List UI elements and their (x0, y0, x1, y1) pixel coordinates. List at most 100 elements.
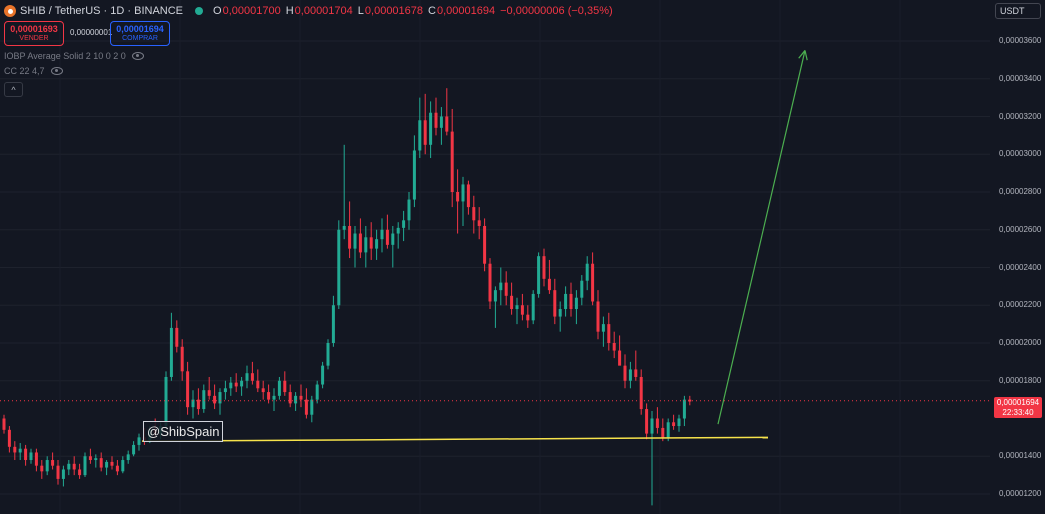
projection-arrow[interactable] (717, 50, 806, 425)
candle (310, 395, 314, 423)
candle (623, 354, 627, 389)
currency-selector[interactable]: USDT (995, 3, 1041, 19)
candle-body (607, 324, 611, 343)
candle (229, 376, 233, 396)
eye-icon[interactable] (50, 67, 63, 75)
candle (261, 380, 265, 400)
candle (396, 222, 400, 249)
candle (412, 135, 416, 208)
candle (121, 456, 125, 474)
candle (115, 460, 119, 476)
symbol-title[interactable]: SHIB / TetherUS · 1D · BINANCE (20, 5, 184, 17)
candle (283, 371, 287, 396)
candle-body (510, 295, 514, 310)
candle (488, 258, 492, 310)
candle-body (655, 418, 659, 428)
indicator-iobp-label: IOBP Average Solid 2 10 0 2 0 (4, 51, 126, 61)
y-tick-label: 0,00002000 (999, 338, 1042, 347)
chart-legend: SHIB / TetherUS · 1D · BINANCE O 0,00001… (4, 4, 618, 18)
candle-body (326, 343, 330, 366)
candle-body (51, 460, 55, 466)
candle-body (186, 371, 190, 408)
candle-body (666, 422, 670, 438)
arrow-head (804, 50, 808, 61)
candle-body (7, 429, 11, 447)
candle (645, 403, 649, 440)
indicator-cc[interactable]: CC 22 4,7 (4, 66, 63, 76)
indicator-iobp[interactable]: IOBP Average Solid 2 10 0 2 0 (4, 51, 144, 61)
candle (445, 88, 449, 136)
candle-body (542, 256, 546, 279)
y-tick-label: 0,00002400 (999, 262, 1042, 272)
candle (348, 201, 352, 259)
candle-body (169, 327, 173, 377)
candle (628, 361, 632, 389)
candle (456, 169, 460, 234)
candle-body (13, 446, 17, 453)
candle (240, 376, 244, 396)
candle-body (558, 309, 562, 317)
candle (223, 380, 227, 400)
candle (67, 460, 71, 476)
candle (126, 450, 130, 464)
close-label: C (428, 5, 436, 17)
candle-body (294, 395, 298, 404)
candle (299, 384, 303, 408)
candle (574, 290, 578, 325)
candle-body (272, 395, 276, 400)
candle (407, 192, 411, 230)
candle-body (83, 456, 87, 476)
candle-body (375, 239, 379, 249)
candle-body (564, 293, 568, 310)
candle-body (99, 458, 103, 468)
sell-button[interactable]: 0,00001693 VENDER (4, 21, 64, 46)
candle (618, 335, 622, 366)
candle (472, 195, 476, 234)
candle-body (461, 184, 465, 202)
candle-body (191, 399, 195, 408)
candle (45, 456, 49, 476)
candle (375, 229, 379, 260)
candle-body (623, 365, 627, 381)
candle-body (180, 346, 184, 372)
y-tick-label: 0,00002600 (999, 224, 1042, 234)
candle-countdown: 22:33:40 (1002, 407, 1034, 417)
candle (672, 414, 676, 430)
buy-button[interactable]: 0,00001694 COMPRAR (110, 21, 170, 46)
low-label: L (357, 5, 364, 17)
candle-body (88, 456, 92, 461)
candle-body (477, 220, 481, 226)
candle (321, 361, 325, 389)
candle (78, 463, 82, 479)
candle-body (18, 448, 22, 453)
candle (677, 414, 681, 432)
candle-body (380, 229, 384, 240)
candle-body (310, 399, 314, 415)
eye-icon[interactable] (131, 52, 144, 60)
arrow-head (798, 50, 806, 59)
collapse-indicators-button[interactable]: ^ (4, 82, 23, 97)
candle-body (40, 465, 44, 472)
candle (56, 460, 60, 485)
candle-body (126, 454, 130, 461)
candle-body (634, 369, 638, 377)
candle-body (164, 376, 168, 427)
support-trend-line[interactable] (141, 436, 769, 442)
candle (434, 97, 438, 136)
candle (429, 101, 433, 159)
candle (186, 361, 190, 415)
candle (83, 452, 87, 478)
candle-body (299, 395, 303, 400)
change-value: −0,00000006 (−0,35%) (500, 5, 613, 17)
candle-body (596, 301, 600, 332)
candle-body (94, 458, 98, 461)
candle (342, 144, 346, 240)
candle-body (364, 237, 368, 253)
candle-body (315, 384, 319, 400)
candle-body (207, 390, 211, 396)
candlestick-series (2, 88, 692, 506)
candle-body (391, 233, 395, 245)
candle (164, 371, 168, 428)
candle-body (612, 343, 616, 351)
indicator-cc-label: CC 22 4,7 (4, 66, 45, 76)
